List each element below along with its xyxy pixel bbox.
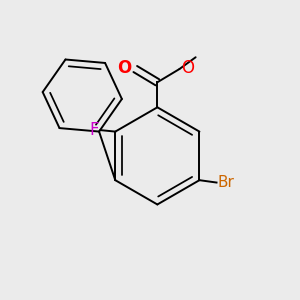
Text: O: O: [118, 58, 132, 76]
Text: F: F: [90, 121, 99, 139]
Text: O: O: [181, 58, 194, 76]
Text: Br: Br: [218, 175, 235, 190]
